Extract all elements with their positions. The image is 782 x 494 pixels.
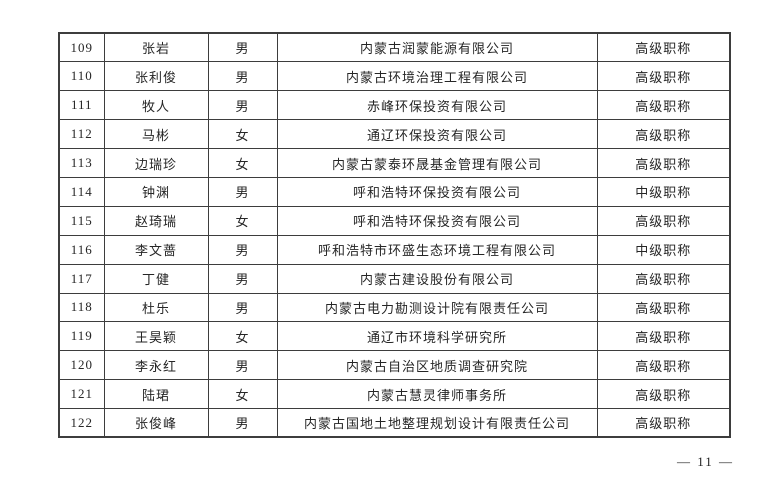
cell-employer: 呼和浩特市环盛生态环境工程有限公司: [276, 234, 598, 265]
cell-employer: 内蒙古慧灵律师事务所: [276, 379, 598, 410]
cell-person-name: 李文蔷: [103, 234, 209, 265]
cell-row-number: 111: [58, 90, 105, 121]
table-row: 122 张俊峰 男 内蒙古国地土地整理规划设计有限责任公司 高级职称: [58, 408, 731, 438]
cell-employer: 赤峰环保投资有限公司: [276, 90, 598, 121]
cell-row-number: 114: [58, 176, 105, 207]
cell-professional-title: 高级职称: [596, 292, 731, 323]
cell-employer: 通辽市环境科学研究所: [276, 321, 598, 352]
cell-professional-title: 高级职称: [596, 205, 731, 236]
cell-row-number: 122: [58, 408, 105, 438]
cell-professional-title: 高级职称: [596, 90, 731, 121]
cell-gender: 男: [207, 408, 278, 438]
table-row: 121 陆珺 女 内蒙古慧灵律师事务所 高级职称: [58, 379, 731, 410]
cell-gender: 女: [207, 379, 278, 410]
table-row: 120 李永红 男 内蒙古自治区地质调查研究院 高级职称: [58, 350, 731, 381]
cell-gender: 女: [207, 148, 278, 178]
personnel-roster-table: 109 张岩 男 内蒙古润蒙能源有限公司 高级职称 110 张利俊 男 内蒙古环…: [58, 32, 731, 439]
cell-professional-title: 高级职称: [596, 263, 731, 294]
cell-employer: 呼和浩特环保投资有限公司: [276, 176, 598, 207]
cell-row-number: 109: [58, 32, 105, 63]
cell-professional-title: 高级职称: [596, 321, 731, 352]
table-row: 111 牧人 男 赤峰环保投资有限公司 高级职称: [58, 90, 731, 121]
table-row: 110 张利俊 男 内蒙古环境治理工程有限公司 高级职称: [58, 61, 731, 92]
cell-professional-title: 高级职称: [596, 119, 731, 150]
table-row: 118 杜乐 男 内蒙古电力勘测设计院有限责任公司 高级职称: [58, 292, 731, 323]
cell-employer: 内蒙古电力勘测设计院有限责任公司: [276, 292, 598, 323]
cell-row-number: 113: [58, 148, 105, 178]
cell-employer: 通辽环保投资有限公司: [276, 119, 598, 150]
cell-gender: 男: [207, 350, 278, 381]
cell-employer: 内蒙古蒙泰环晟基金管理有限公司: [276, 148, 598, 178]
cell-person-name: 张利俊: [103, 61, 209, 92]
cell-gender: 男: [207, 292, 278, 323]
table-row: 115 赵琦瑞 女 呼和浩特环保投资有限公司 高级职称: [58, 205, 731, 236]
cell-professional-title: 高级职称: [596, 148, 731, 178]
cell-gender: 女: [207, 321, 278, 352]
table-row: 114 钟渊 男 呼和浩特环保投资有限公司 中级职称: [58, 176, 731, 207]
cell-professional-title: 高级职称: [596, 379, 731, 410]
cell-row-number: 121: [58, 379, 105, 410]
table-row: 112 马彬 女 通辽环保投资有限公司 高级职称: [58, 119, 731, 150]
cell-person-name: 赵琦瑞: [103, 205, 209, 236]
table-row: 109 张岩 男 内蒙古润蒙能源有限公司 高级职称: [58, 32, 731, 63]
cell-row-number: 119: [58, 321, 105, 352]
cell-person-name: 马彬: [103, 119, 209, 150]
cell-employer: 内蒙古自治区地质调查研究院: [276, 350, 598, 381]
cell-employer: 内蒙古润蒙能源有限公司: [276, 32, 598, 63]
cell-row-number: 110: [58, 61, 105, 92]
cell-person-name: 钟渊: [103, 176, 209, 207]
cell-person-name: 张岩: [103, 32, 209, 63]
cell-person-name: 牧人: [103, 90, 209, 121]
cell-professional-title: 高级职称: [596, 350, 731, 381]
cell-row-number: 112: [58, 119, 105, 150]
table-body: 109 张岩 男 内蒙古润蒙能源有限公司 高级职称 110 张利俊 男 内蒙古环…: [58, 32, 731, 438]
cell-person-name: 张俊峰: [103, 408, 209, 438]
cell-employer: 内蒙古建设股份有限公司: [276, 263, 598, 294]
cell-gender: 男: [207, 32, 278, 63]
cell-employer: 内蒙古环境治理工程有限公司: [276, 61, 598, 92]
cell-row-number: 116: [58, 234, 105, 265]
table-row: 116 李文蔷 男 呼和浩特市环盛生态环境工程有限公司 中级职称: [58, 234, 731, 265]
cell-person-name: 边瑞珍: [103, 148, 209, 178]
cell-professional-title: 高级职称: [596, 61, 731, 92]
cell-row-number: 118: [58, 292, 105, 323]
cell-person-name: 陆珺: [103, 379, 209, 410]
cell-row-number: 117: [58, 263, 105, 294]
cell-professional-title: 中级职称: [596, 234, 731, 265]
cell-gender: 男: [207, 61, 278, 92]
cell-employer: 内蒙古国地土地整理规划设计有限责任公司: [276, 408, 598, 438]
cell-person-name: 王昊颖: [103, 321, 209, 352]
page-number: — 11 —: [676, 454, 734, 469]
table-row: 119 王昊颖 女 通辽市环境科学研究所 高级职称: [58, 321, 731, 352]
table-row: 117 丁健 男 内蒙古建设股份有限公司 高级职称: [58, 263, 731, 294]
cell-professional-title: 高级职称: [596, 408, 731, 438]
cell-person-name: 丁健: [103, 263, 209, 294]
table-row: 113 边瑞珍 女 内蒙古蒙泰环晟基金管理有限公司 高级职称: [58, 148, 731, 178]
cell-gender: 男: [207, 234, 278, 265]
cell-row-number: 120: [58, 350, 105, 381]
cell-person-name: 杜乐: [103, 292, 209, 323]
cell-professional-title: 高级职称: [596, 32, 731, 63]
cell-professional-title: 中级职称: [596, 176, 731, 207]
cell-employer: 呼和浩特环保投资有限公司: [276, 205, 598, 236]
cell-gender: 女: [207, 119, 278, 150]
cell-gender: 女: [207, 205, 278, 236]
cell-gender: 男: [207, 90, 278, 121]
cell-gender: 男: [207, 176, 278, 207]
cell-row-number: 115: [58, 205, 105, 236]
cell-person-name: 李永红: [103, 350, 209, 381]
cell-gender: 男: [207, 263, 278, 294]
